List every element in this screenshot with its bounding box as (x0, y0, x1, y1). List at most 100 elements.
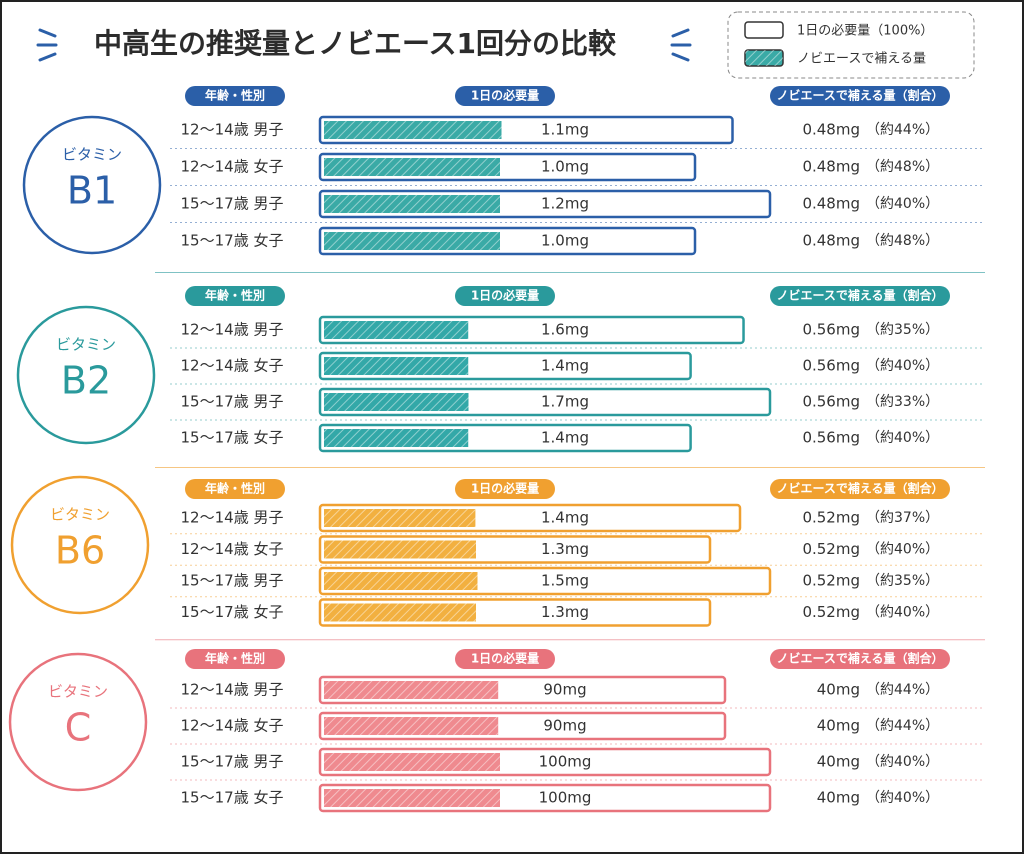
required-label: 1.3mg (541, 603, 589, 621)
group-label: 15～17歳 男子 (181, 753, 284, 771)
vitamin-circle (10, 475, 150, 615)
supplement-amount: 0.56mg (802, 357, 860, 375)
vitamin-circle (16, 305, 156, 445)
required-label: 1.7mg (541, 393, 589, 411)
share-label: （約35%） (866, 322, 939, 338)
supplement-hatch (324, 321, 469, 339)
supplement-amount: 40mg (817, 717, 860, 735)
share-label: （約44%） (866, 122, 939, 138)
share-label: （約40%） (866, 790, 939, 806)
required-label: 1.2mg (541, 195, 589, 213)
supplement-hatch (324, 195, 500, 213)
share-label: （約40%） (866, 358, 939, 374)
group-label: 15～17歳 女子 (181, 429, 284, 447)
header-pill (770, 649, 950, 669)
vitamin-label: C (65, 706, 92, 750)
header-pill (455, 649, 555, 669)
required-label: 100mg (539, 753, 592, 771)
supplement-hatch (324, 540, 476, 559)
supplement-hatch (324, 717, 499, 735)
vitamin-label: B1 (67, 169, 117, 213)
required-label: 1.6mg (541, 321, 589, 339)
supplement-hatch (324, 121, 502, 139)
legend-hatch (745, 50, 783, 66)
required-label: 100mg (539, 789, 592, 807)
vitamin-name: ビタミン (56, 336, 116, 354)
title: 中高生の推奨量とノビエース1回分の比較 (94, 27, 617, 60)
required-label: 1.0mg (541, 232, 589, 250)
supplement-amount: 0.56mg (802, 393, 860, 411)
vitamin-name: ビタミン (62, 146, 122, 164)
header-pill (770, 286, 950, 306)
supplement-amount: 40mg (817, 681, 860, 699)
required-label: 90mg (543, 717, 586, 735)
supplement-hatch (324, 509, 476, 527)
group-label: 12～14歳 男子 (181, 509, 284, 527)
header-text: 年齢・性別 (205, 88, 265, 103)
group-label: 15～17歳 女子 (181, 603, 284, 621)
share-label: （約40%） (866, 605, 939, 621)
required-label: 1.1mg (541, 121, 589, 139)
header-pill (185, 649, 285, 669)
group-label: 15～17歳 男子 (181, 393, 284, 411)
header-text: 1日の必要量 (471, 88, 539, 103)
vitamin-circle (22, 115, 162, 255)
supplement-amount: 0.52mg (802, 572, 860, 590)
supplement-hatch (324, 603, 476, 622)
header-pill (770, 479, 950, 499)
header-text: ノビエースで補える量（割合） (776, 651, 943, 666)
title-deco (36, 28, 692, 62)
group-label: 12～14歳 女子 (181, 357, 284, 375)
supplement-amount: 0.52mg (802, 603, 860, 621)
group-label: 12～14歳 女子 (181, 540, 284, 558)
supplement-hatch (324, 789, 500, 807)
legend-supplement: ノビエースで補える量 (797, 52, 926, 67)
required-label: 1.0mg (541, 158, 589, 176)
header-text: 1日の必要量 (471, 481, 539, 496)
share-label: （約33%） (866, 394, 939, 410)
header-text: ノビエースで補える量（割合） (776, 88, 943, 103)
supplement-hatch (324, 429, 469, 447)
supplement-amount: 0.52mg (802, 540, 860, 558)
required-label: 1.4mg (541, 429, 589, 447)
group-label: 15～17歳 女子 (181, 789, 284, 807)
legend-swatch (744, 21, 784, 39)
group-label: 12～14歳 男子 (181, 321, 284, 339)
legend-box (727, 11, 975, 79)
supplement-amount: 0.52mg (802, 509, 860, 527)
header-text: ノビエースで補える量（割合） (776, 481, 943, 496)
supplement-hatch (324, 572, 478, 590)
header-text: 1日の必要量 (471, 651, 539, 666)
supplement-amount: 0.48mg (802, 195, 860, 213)
vitamin-label: B6 (55, 529, 105, 573)
group-label: 15～17歳 男子 (181, 572, 284, 590)
legend-required: 1日の必要量（100%） (797, 24, 933, 39)
header-pill (185, 86, 285, 106)
supplement-amount: 0.48mg (802, 232, 860, 250)
header-pill (455, 286, 555, 306)
group-label: 12～14歳 女子 (181, 717, 284, 735)
header-pill (770, 86, 950, 106)
header-text: 年齢・性別 (205, 481, 265, 496)
header-text: 年齢・性別 (205, 288, 265, 303)
supplement-hatch (324, 753, 500, 771)
header-pill (185, 286, 285, 306)
header-pill (455, 479, 555, 499)
supplement-amount: 0.48mg (802, 121, 860, 139)
required-label: 1.5mg (541, 572, 589, 590)
supplement-hatch (324, 158, 500, 176)
header-text: ノビエースで補える量（割合） (776, 288, 943, 303)
share-label: （約44%） (866, 682, 939, 698)
required-label: 1.4mg (541, 357, 589, 375)
group-label: 12～14歳 男子 (181, 681, 284, 699)
header-text: 1日の必要量 (471, 288, 539, 303)
group-label: 12～14歳 男子 (181, 121, 284, 139)
share-label: （約40%） (866, 542, 939, 558)
share-label: （約44%） (866, 718, 939, 734)
header-pill (455, 86, 555, 106)
share-label: （約48%） (866, 233, 939, 249)
group-label: 15～17歳 女子 (181, 232, 284, 250)
share-label: （約35%） (866, 573, 939, 589)
